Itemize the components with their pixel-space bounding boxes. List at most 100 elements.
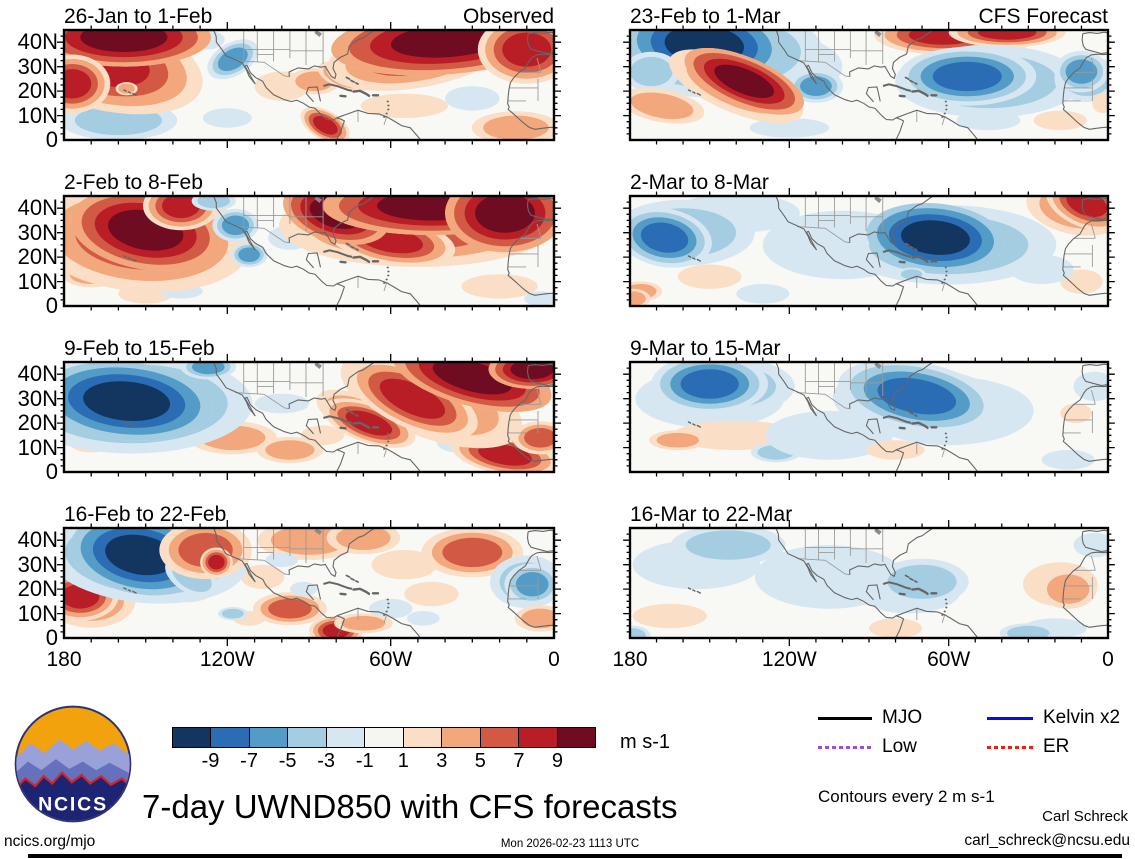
anomaly-contour: [956, 110, 1021, 131]
colorbar-tick-label: -1: [355, 750, 374, 772]
anomaly-contour: [515, 572, 549, 597]
anomaly-contour: [360, 93, 448, 118]
lon-tick-label: 60W: [369, 648, 413, 671]
anomaly-contour: [630, 628, 646, 638]
axis-ticks: [57, 188, 561, 314]
anomaly-contour: [202, 108, 252, 128]
anomaly-contour: [208, 554, 225, 570]
logo-ridge-line: [16, 770, 130, 790]
anomaly-contour: [105, 534, 176, 576]
panel-header: 9-Feb to 15-Feb: [64, 334, 554, 362]
anomaly-contour: [524, 291, 554, 306]
axis-ticks: [57, 354, 561, 480]
logo-mountain-front: [16, 772, 130, 821]
panel-frame: [62, 194, 556, 308]
anomaly-contour: [379, 378, 446, 419]
panel-frame: [628, 194, 1110, 308]
panel-title: 16-Mar to 22-Mar: [630, 503, 793, 526]
anomaly-contour: [521, 608, 554, 629]
panel-header: 2-Feb to 8-Feb: [64, 168, 554, 196]
lat-tick-label: 40N: [17, 195, 58, 221]
anomaly-contour: [714, 64, 775, 98]
panel-header: 26-Jan to 1-Feb Observed: [64, 2, 554, 30]
anomaly-contour: [162, 196, 201, 218]
anomaly-contour: [118, 83, 135, 94]
anomaly-contour: [64, 69, 92, 99]
lat-tick-label: 40N: [17, 361, 58, 387]
figure-title: 7-day UWND850 with CFS forecasts: [142, 788, 678, 825]
lat-tick-label: 20N: [17, 78, 58, 104]
map-panel-23-feb-to-1-mar: [623, 22, 1115, 148]
lon-tick-label: 0: [548, 648, 560, 671]
anomaly-contour: [312, 116, 338, 135]
anomaly-contour: [640, 222, 689, 253]
anomaly-contour: [221, 608, 244, 619]
lon-tick-label: 120W: [761, 648, 817, 671]
anomaly-contour: [336, 528, 391, 550]
colorbar-tick-label: -9: [201, 750, 220, 772]
anomaly-contour: [478, 444, 532, 466]
panel-corner-label: Observed: [462, 5, 554, 28]
colorbar-tick-label: -3: [317, 750, 336, 772]
panel-frame: [62, 526, 556, 640]
lat-tick-label: 40N: [17, 527, 58, 553]
colorbar-cell: [326, 728, 366, 747]
axis-ticks: [623, 354, 1115, 480]
map-panel-9-feb-to-15-feb: [57, 354, 561, 480]
colorbar-tick-label: -7: [240, 750, 258, 772]
anomaly-contour: [1073, 371, 1108, 402]
panel-title: 2-Feb to 8-Feb: [64, 171, 203, 194]
anomaly-contour: [221, 215, 250, 236]
panel-title: 9-Feb to 15-Feb: [64, 337, 215, 360]
anomaly-contour: [1073, 532, 1108, 558]
colorbar-cell: [211, 728, 250, 747]
lon-tick-label: 180: [46, 648, 82, 671]
map-panel-16-feb-to-22-feb: [57, 520, 561, 646]
lat-tick-label: 20N: [17, 576, 58, 602]
anomaly-contour: [268, 598, 312, 619]
colorbar-units: m s-1: [620, 731, 670, 753]
map-panel-2-feb-to-8-feb: [57, 188, 561, 314]
anomaly-contour: [630, 291, 646, 306]
panel-title: 2-Mar to 8-Mar: [630, 171, 769, 194]
anomaly-contour: [502, 32, 552, 67]
panel-title: 16-Feb to 22-Feb: [64, 503, 227, 526]
axis-ticks: [623, 188, 1115, 314]
lat-tick-label: 30N: [17, 53, 58, 79]
anomaly-contour: [887, 564, 957, 599]
colorbar-cell: [288, 728, 327, 747]
anomaly-contour: [475, 196, 535, 233]
anomaly-contour: [1060, 269, 1103, 294]
anomaly-contour: [632, 603, 707, 629]
logo-text: NCICS: [38, 793, 108, 815]
lat-tick-label: 0: [45, 293, 58, 318]
anomaly-contour: [1033, 110, 1087, 131]
lat-tick-label: 0: [45, 625, 58, 650]
map-panel-16-mar-to-22-mar: [623, 520, 1115, 646]
anomaly-contour: [290, 581, 318, 597]
lat-tick-label: 0: [45, 459, 58, 484]
lat-tick-label: 10N: [17, 268, 58, 294]
lat-tick-label: 30N: [17, 551, 58, 577]
lat-tick-label: 30N: [17, 385, 58, 411]
anomaly-contour: [483, 115, 549, 140]
anomaly-contour: [800, 76, 832, 96]
contours-note: Contours every 2 m s-1: [818, 787, 995, 806]
legend-label: Low: [882, 736, 917, 757]
lat-tick-label: 10N: [17, 102, 58, 128]
anomaly-contour: [1092, 93, 1108, 114]
anomaly-contour: [345, 410, 393, 436]
lat-tick-label: 30N: [17, 219, 58, 245]
anomaly-contour: [240, 564, 285, 590]
panel-frame: [628, 526, 1110, 640]
lon-tick-label: 180: [612, 648, 648, 671]
legend-line-mjo: [818, 717, 872, 720]
anomaly-contour: [80, 30, 168, 52]
lat-tick-label: 40N: [17, 29, 58, 55]
lat-tick-label: 10N: [17, 434, 58, 460]
anomaly-contour: [1046, 574, 1090, 604]
ncics-logo: NCICS: [14, 705, 132, 823]
colorbar-cell: [249, 728, 289, 747]
anomaly-contour: [445, 86, 500, 111]
lat-tick-label: 20N: [17, 410, 58, 436]
